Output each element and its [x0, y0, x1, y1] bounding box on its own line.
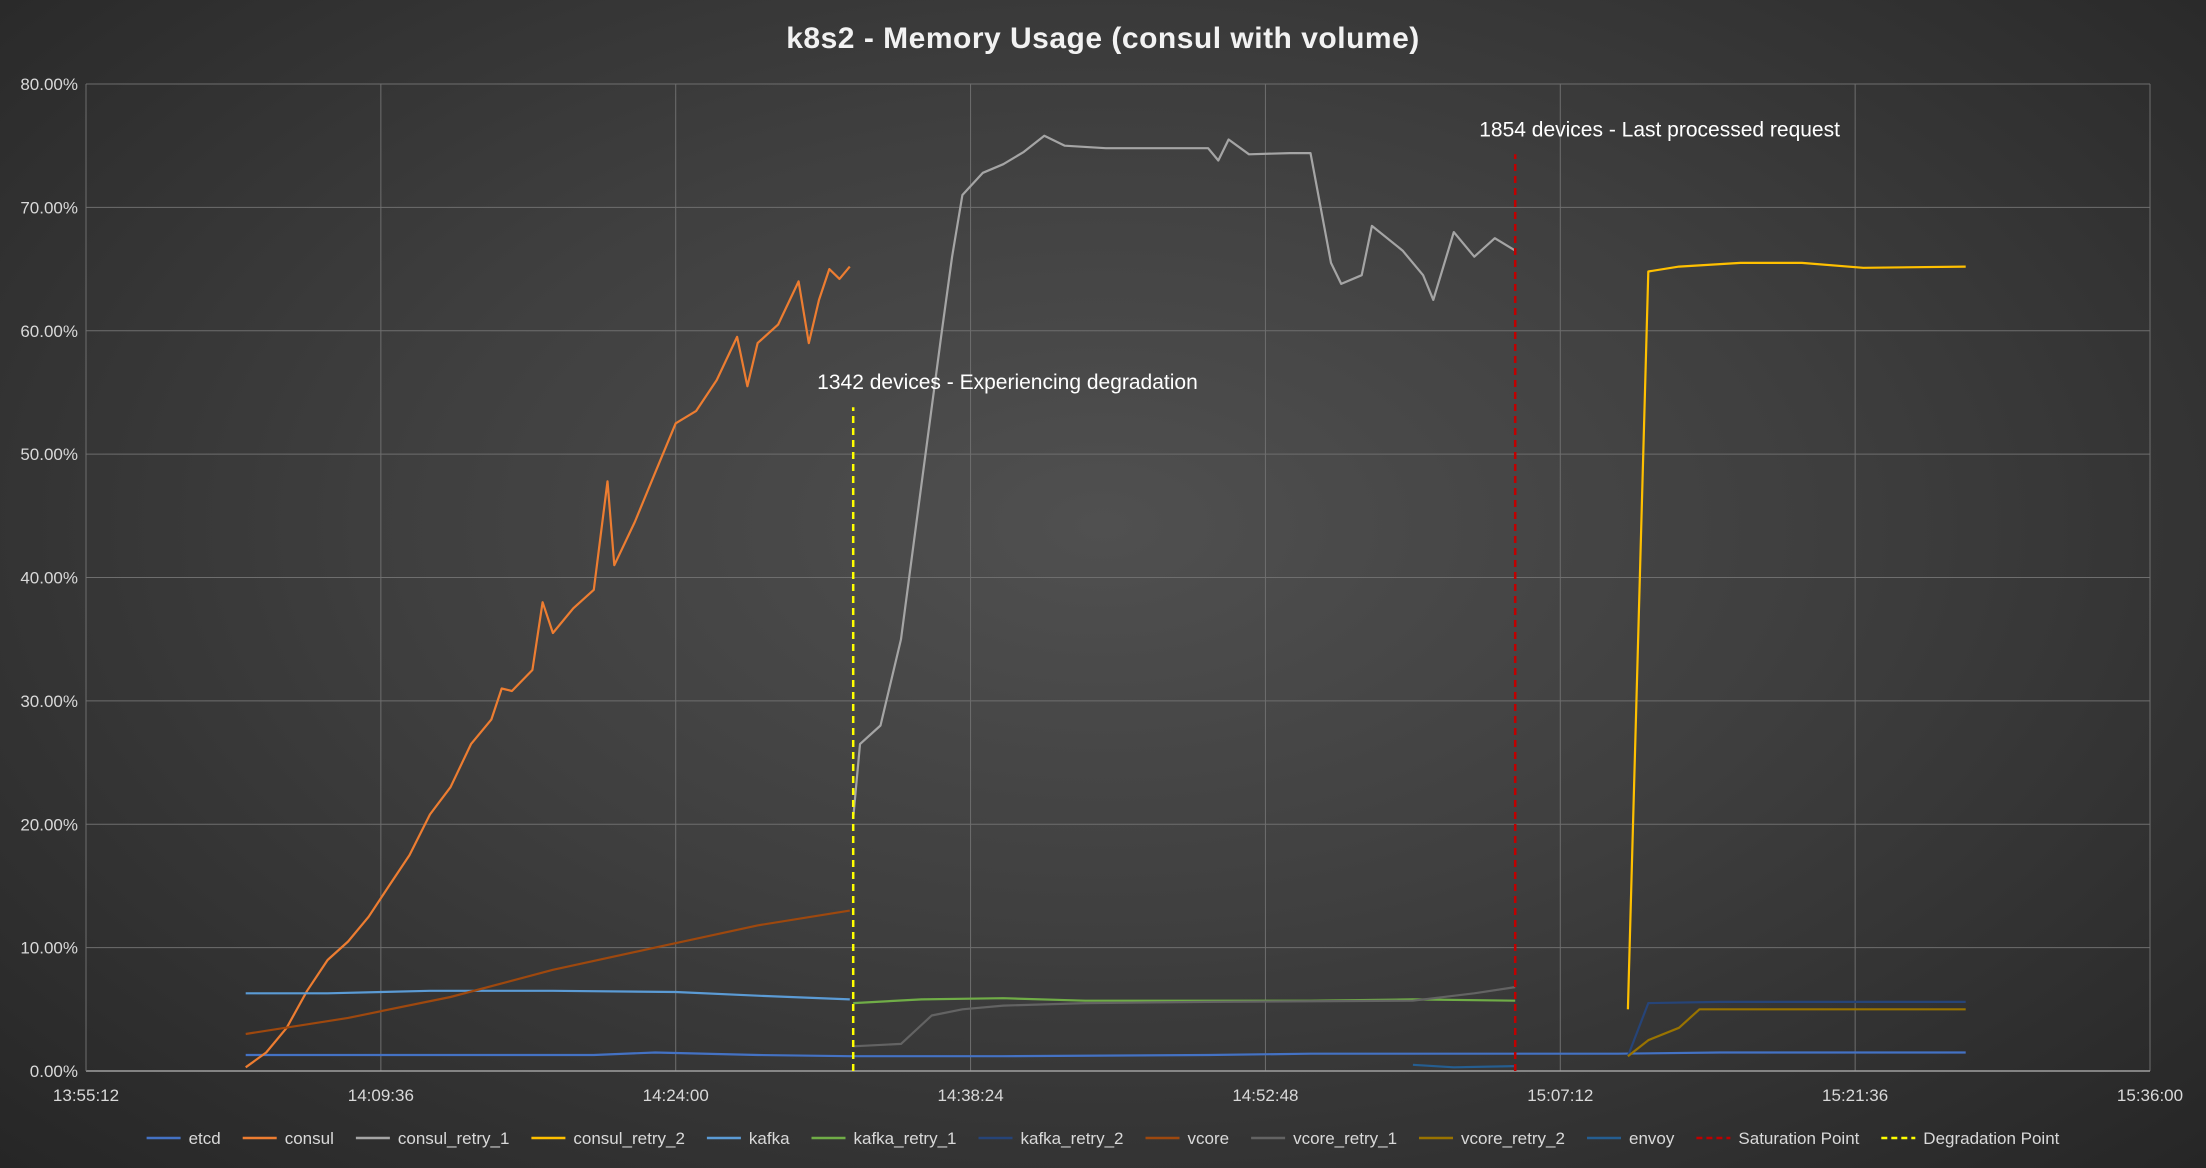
y-tick-label: 10.00%	[20, 939, 78, 958]
legend-item-consul: consul	[242, 1129, 334, 1148]
y-tick-label: 30.00%	[20, 692, 78, 711]
series-line-envoy	[1412, 1063, 1516, 1069]
legend-label: etcd	[189, 1129, 221, 1148]
series-line-consul-retry-2	[1626, 261, 1966, 1010]
legend-label: vcore	[1188, 1129, 1230, 1148]
legend-label: vcore_retry_2	[1461, 1129, 1565, 1148]
legend-label: vcore_retry_1	[1293, 1129, 1397, 1148]
series-line-kafka-retry-2	[1626, 1000, 1966, 1057]
legend-item-vcore-retry-1: vcore_retry_1	[1251, 1129, 1397, 1148]
series-line-vcore-retry-1	[853, 986, 1516, 1048]
legend-item-kafka-retry-1: kafka_retry_1	[811, 1129, 957, 1148]
series-line-vcore-retry-2	[1627, 1008, 1966, 1058]
x-tick-label: 15:07:12	[1527, 1086, 1593, 1105]
gridlines	[85, 83, 2151, 1072]
y-tick-label: 70.00%	[20, 198, 78, 217]
legend-label: kafka	[749, 1129, 790, 1148]
legend-item-vcore: vcore	[1145, 1129, 1230, 1148]
axes: 0.00% 10.00% 20.00% 30.00% 40.00% 50.00% 60.00…	[20, 75, 2183, 1105]
x-tick-label: 14:09:36	[348, 1086, 414, 1105]
y-tick-label: 80.00%	[20, 75, 78, 94]
annotation-label: 1854 devices - Last processed request	[1479, 118, 1840, 141]
legend-label: consul_retry_2	[573, 1129, 685, 1148]
legend: etcd consul consul_retry_1 consul_retry_2 ka…	[146, 1129, 2060, 1148]
series-line-consul-retry-1	[852, 134, 1516, 819]
annotation-label: 1342 devices - Experiencing degradation	[817, 371, 1198, 394]
y-tick-label: 40.00%	[20, 569, 78, 588]
series-line-consul	[245, 265, 851, 1069]
legend-label: consul_retry_1	[398, 1129, 510, 1148]
series-line-etcd	[245, 1051, 1966, 1058]
series-line-kafka-retry-1	[853, 997, 1516, 1005]
legend-label: Saturation Point	[1738, 1129, 1859, 1148]
legend-item-saturation-point: Saturation Point	[1696, 1129, 1860, 1148]
legend-label: envoy	[1629, 1129, 1675, 1148]
legend-item-kafka: kafka	[706, 1129, 790, 1148]
legend-label: kafka_retry_2	[1021, 1129, 1124, 1148]
legend-item-consul-retry-2: consul_retry_2	[531, 1129, 685, 1148]
series-line-kafka	[245, 989, 850, 1001]
x-tick-label: 15:21:36	[1822, 1086, 1888, 1105]
y-tick-label: 60.00%	[20, 322, 78, 341]
series-lines	[245, 134, 1966, 1071]
chart-title: k8s2 - Memory Usage (consul with volume)	[786, 22, 1420, 55]
legend-label: Degradation Point	[1923, 1129, 2059, 1148]
legend-item-degradation-point: Degradation Point	[1881, 1129, 2060, 1148]
legend-label: kafka_retry_1	[854, 1129, 957, 1148]
annotations: 1854 devices - Last processed request 134…	[817, 118, 1840, 394]
x-tick-label: 15:36:00	[2117, 1086, 2183, 1105]
x-tick-label: 14:24:00	[643, 1086, 709, 1105]
y-tick-label: 0.00%	[30, 1062, 78, 1081]
y-tick-label: 20.00%	[20, 815, 78, 834]
legend-item-envoy: envoy	[1587, 1129, 1675, 1148]
legend-label: consul	[285, 1129, 334, 1148]
legend-item-vcore-retry-2: vcore_retry_2	[1419, 1129, 1565, 1148]
x-tick-label: 13:55:12	[53, 1086, 119, 1105]
y-tick-label: 50.00%	[20, 445, 78, 464]
legend-item-consul-retry-1: consul_retry_1	[355, 1129, 510, 1148]
x-tick-label: 14:38:24	[937, 1086, 1003, 1105]
x-tick-label: 14:52:48	[1232, 1086, 1298, 1105]
legend-item-kafka-retry-2: kafka_retry_2	[978, 1129, 1124, 1148]
series-line-vcore	[245, 909, 850, 1036]
legend-item-etcd: etcd	[146, 1129, 221, 1148]
